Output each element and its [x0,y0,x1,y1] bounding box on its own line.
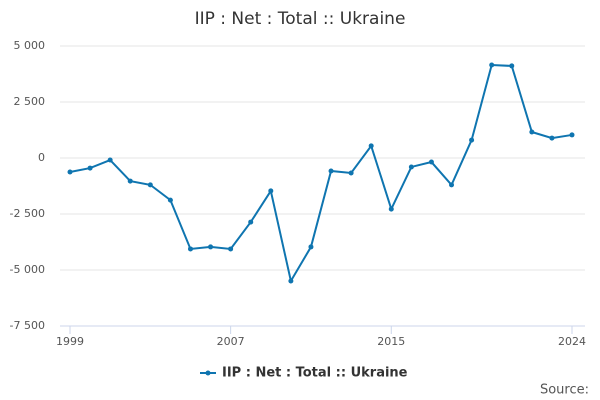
point [187,246,193,252]
point [529,129,535,135]
y-tick-label: -5 000 [10,263,45,276]
point [489,62,495,68]
point [569,132,575,138]
point [228,246,234,252]
legend-label: IIP : Net : Total :: Ukraine [222,366,408,381]
point [268,188,274,194]
point [147,182,153,188]
point [408,164,414,170]
x-tick-label: 2015 [377,335,405,348]
point [469,137,475,143]
chart-title: IIP : Net : Total :: Ukraine [195,9,406,29]
point [107,157,113,163]
point [368,143,374,149]
point [388,206,394,212]
point [87,165,93,171]
point [288,278,294,284]
point [348,170,354,176]
point [167,197,173,203]
point [428,159,434,165]
y-tick-label: -2 500 [10,207,45,220]
y-tick-label: 0 [38,151,45,164]
point [549,135,555,141]
point [509,63,515,69]
y-tick-label: 2 500 [14,95,46,108]
point [248,219,254,225]
point [127,178,133,184]
x-tick-label: 2007 [217,335,245,348]
legend-marker [205,370,211,376]
point [208,244,214,250]
point [449,182,455,188]
series-line [69,64,573,284]
x-tick-label: 1999 [56,335,84,348]
point [328,168,334,174]
point [308,244,314,250]
source-label: Source: [540,383,589,398]
x-tick-label: 2024 [558,335,586,348]
y-tick-label: 5 000 [14,39,46,52]
point [67,169,73,175]
y-tick-label: -7 500 [10,319,45,332]
